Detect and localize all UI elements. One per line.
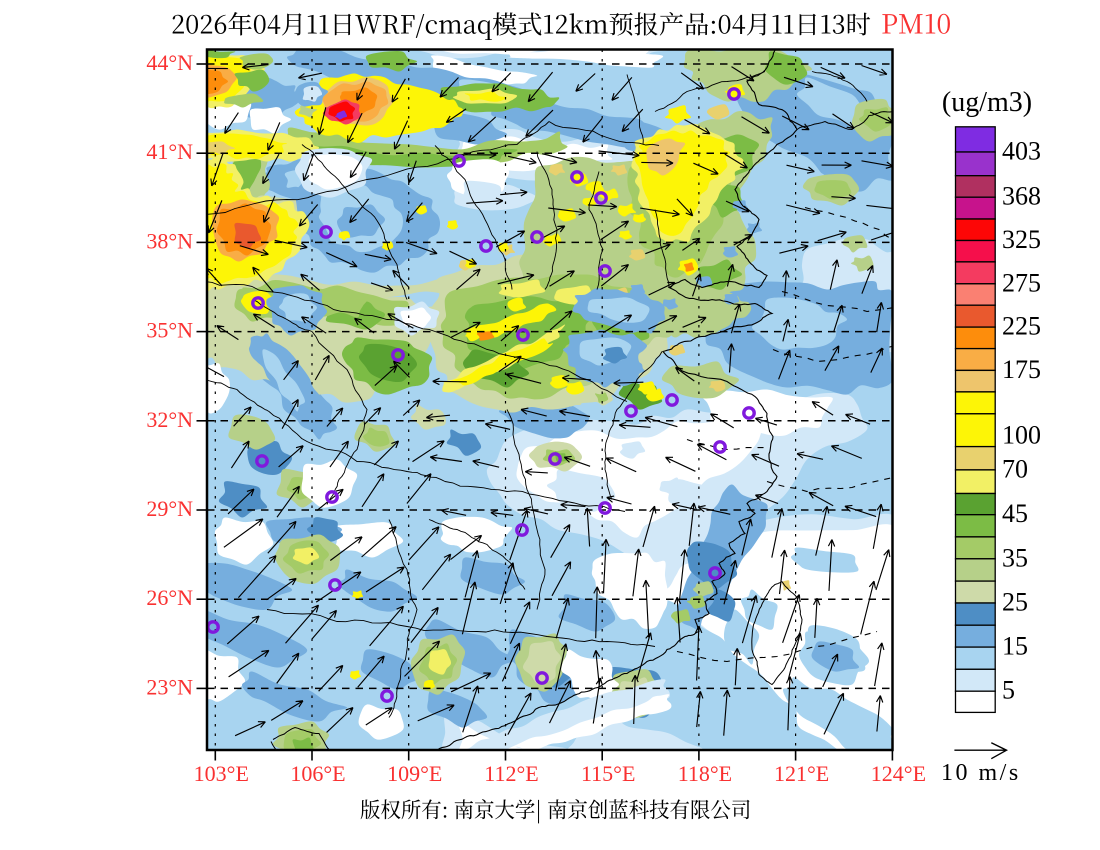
svg-text:25: 25 [1002, 587, 1028, 616]
svg-text:35°N: 35°N [146, 318, 193, 343]
svg-text:118°E: 118°E [678, 761, 732, 786]
svg-text:112°E: 112°E [484, 761, 538, 786]
svg-text:100: 100 [1002, 421, 1041, 450]
svg-text:403: 403 [1002, 136, 1041, 165]
svg-text:70: 70 [1002, 454, 1028, 483]
svg-text:41°N: 41°N [146, 139, 193, 164]
svg-text:109°E: 109°E [387, 761, 442, 786]
svg-text:29°N: 29°N [146, 496, 193, 521]
svg-text:325: 325 [1002, 225, 1041, 254]
svg-text:23°N: 23°N [146, 674, 193, 699]
svg-text:121°E: 121°E [774, 761, 829, 786]
svg-text:115°E: 115°E [581, 761, 635, 786]
svg-text:5: 5 [1002, 676, 1015, 705]
svg-text:124°E: 124°E [871, 761, 926, 786]
svg-text:45: 45 [1002, 499, 1028, 528]
svg-text:175: 175 [1002, 355, 1041, 384]
svg-text:26°N: 26°N [146, 585, 193, 610]
svg-text:10 m/s: 10 m/s [941, 760, 1021, 786]
svg-text:225: 225 [1002, 312, 1041, 341]
svg-text:35: 35 [1002, 543, 1028, 572]
svg-text:44°N: 44°N [146, 50, 193, 75]
svg-text:15: 15 [1002, 632, 1028, 661]
svg-text:32°N: 32°N [146, 407, 193, 432]
svg-text:38°N: 38°N [146, 228, 193, 253]
svg-text:(ug/m3): (ug/m3) [942, 87, 1032, 118]
svg-text:103°E: 103°E [194, 761, 249, 786]
svg-text:368: 368 [1002, 182, 1041, 211]
svg-text:106°E: 106°E [290, 761, 345, 786]
svg-text:275: 275 [1002, 268, 1041, 297]
